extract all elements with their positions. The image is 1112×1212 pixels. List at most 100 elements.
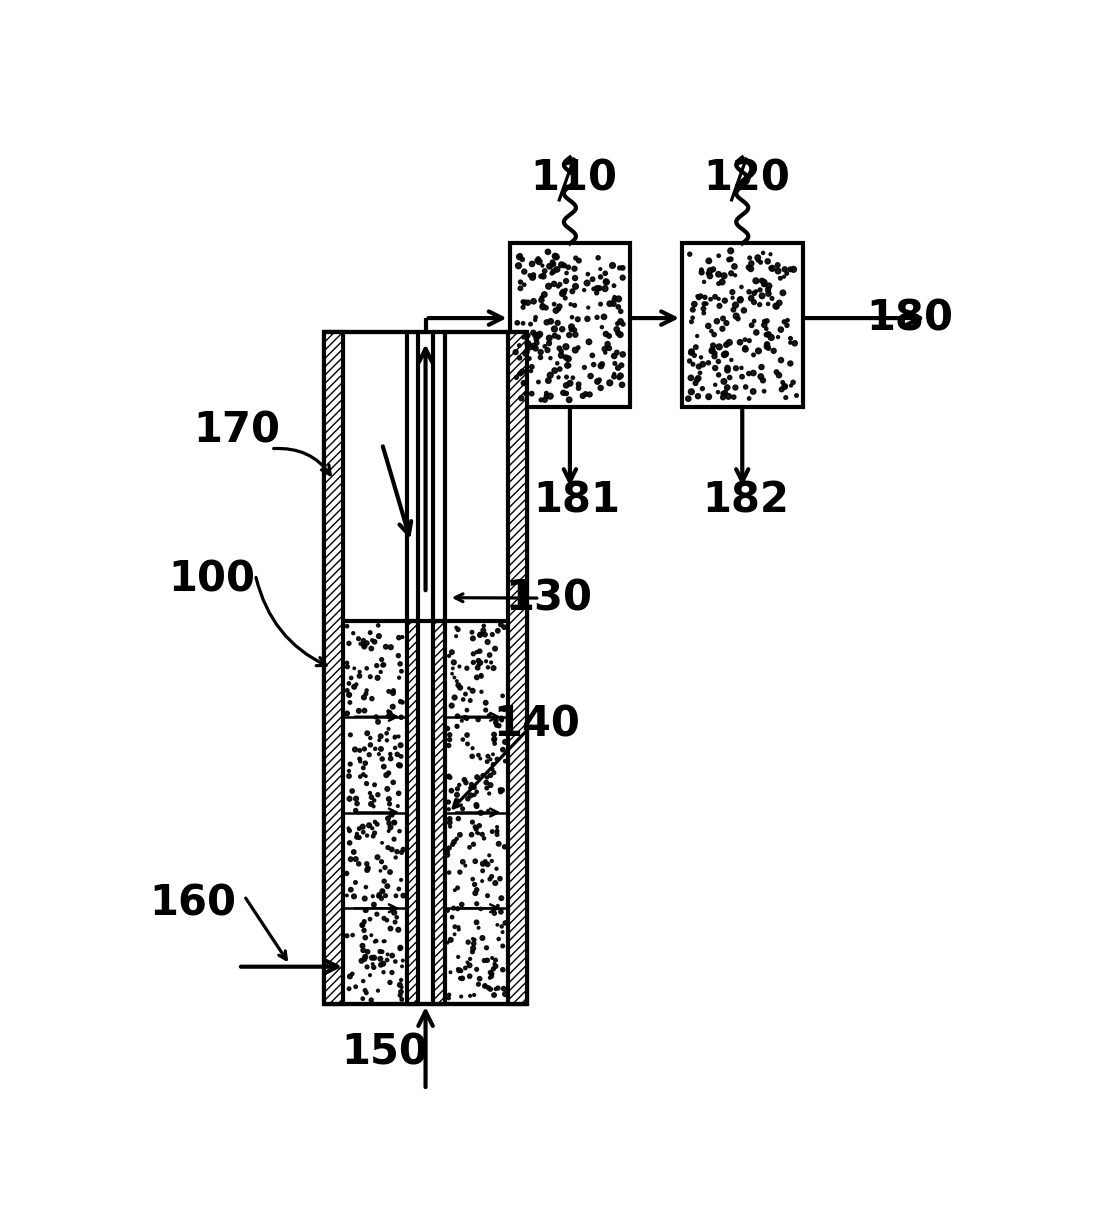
Point bbox=[487, 713, 505, 732]
Point bbox=[440, 736, 458, 755]
Point bbox=[477, 773, 495, 793]
Point bbox=[563, 318, 580, 337]
Point bbox=[379, 837, 397, 857]
Point bbox=[387, 886, 405, 905]
Point bbox=[492, 781, 509, 800]
Point bbox=[490, 716, 508, 736]
Point bbox=[356, 949, 374, 968]
Point bbox=[380, 789, 398, 808]
Point bbox=[465, 653, 483, 673]
Point bbox=[391, 692, 409, 711]
Point bbox=[519, 293, 537, 313]
Point bbox=[553, 255, 570, 274]
Point bbox=[606, 354, 624, 373]
Point bbox=[471, 653, 489, 673]
Point bbox=[393, 870, 410, 890]
Point bbox=[693, 261, 711, 280]
Point bbox=[605, 364, 623, 383]
Point bbox=[514, 298, 532, 318]
Point bbox=[612, 302, 629, 321]
Point bbox=[390, 755, 408, 774]
Point bbox=[577, 384, 595, 404]
Point bbox=[347, 873, 365, 892]
Point bbox=[539, 276, 557, 296]
Point bbox=[443, 696, 460, 715]
Point bbox=[363, 948, 380, 967]
Point bbox=[758, 311, 776, 331]
Point bbox=[688, 286, 706, 305]
Point bbox=[340, 685, 358, 704]
Point bbox=[786, 333, 804, 353]
Point bbox=[578, 309, 596, 328]
Point bbox=[709, 290, 727, 309]
Point bbox=[487, 956, 505, 976]
Point bbox=[366, 812, 384, 831]
Point bbox=[566, 320, 584, 339]
Point bbox=[564, 368, 582, 388]
Point bbox=[470, 970, 488, 989]
Point bbox=[371, 662, 389, 681]
Point bbox=[485, 658, 503, 678]
Point bbox=[363, 688, 380, 708]
Point bbox=[759, 295, 777, 314]
Point bbox=[350, 749, 368, 768]
Point bbox=[718, 360, 736, 379]
Point bbox=[557, 367, 575, 387]
Point bbox=[782, 259, 800, 279]
Point bbox=[684, 308, 702, 327]
Point bbox=[484, 625, 502, 645]
Point bbox=[375, 909, 393, 928]
Point bbox=[525, 337, 543, 356]
Point bbox=[694, 354, 712, 373]
Point bbox=[526, 310, 544, 330]
Point bbox=[527, 330, 545, 349]
Point bbox=[467, 795, 485, 814]
Point bbox=[463, 774, 480, 794]
Point bbox=[381, 749, 399, 768]
Point bbox=[523, 255, 540, 274]
Point bbox=[493, 710, 510, 730]
Point bbox=[512, 279, 529, 298]
Point bbox=[721, 250, 738, 269]
Point bbox=[555, 256, 573, 275]
Point bbox=[380, 822, 398, 841]
Point bbox=[371, 942, 389, 961]
Point bbox=[752, 367, 770, 387]
Point bbox=[338, 886, 356, 905]
Point bbox=[542, 311, 559, 331]
Point bbox=[363, 990, 380, 1010]
Point bbox=[527, 338, 545, 358]
Point bbox=[596, 263, 614, 282]
Point bbox=[706, 375, 724, 394]
Point bbox=[473, 682, 490, 702]
Point bbox=[468, 880, 486, 899]
Point bbox=[440, 800, 458, 819]
Point bbox=[453, 894, 470, 914]
Point bbox=[548, 259, 566, 279]
Point bbox=[381, 818, 399, 837]
Point bbox=[747, 271, 765, 291]
Point bbox=[478, 633, 496, 652]
Point bbox=[736, 330, 754, 349]
Point bbox=[375, 871, 393, 891]
Point bbox=[468, 782, 486, 801]
Point bbox=[460, 966, 478, 985]
Point bbox=[369, 668, 387, 687]
Point bbox=[461, 778, 479, 797]
Point bbox=[356, 754, 374, 773]
Point bbox=[605, 347, 623, 366]
Point bbox=[340, 979, 358, 999]
Point bbox=[681, 351, 698, 371]
Point bbox=[751, 280, 768, 299]
Point bbox=[468, 960, 486, 979]
Point bbox=[557, 263, 575, 282]
Point bbox=[378, 779, 396, 799]
Point bbox=[569, 309, 587, 328]
Point bbox=[763, 288, 781, 308]
Point bbox=[458, 709, 476, 728]
Point bbox=[550, 297, 568, 316]
Point bbox=[453, 961, 470, 981]
Point bbox=[466, 930, 484, 949]
Point bbox=[590, 371, 608, 390]
Point bbox=[534, 256, 552, 275]
